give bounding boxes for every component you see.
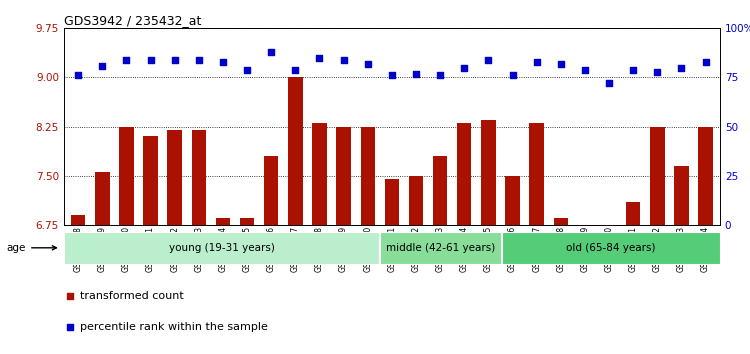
Point	[266, 49, 278, 55]
Bar	[167, 130, 182, 225]
Bar	[409, 176, 423, 225]
Bar	[191, 130, 206, 225]
Point	[448, 129, 460, 134]
Text: percentile rank within the sample: percentile rank within the sample	[80, 322, 268, 332]
Bar	[143, 136, 158, 225]
Point	[362, 61, 374, 67]
Text: age: age	[7, 243, 56, 253]
Point	[193, 57, 205, 63]
Bar	[216, 218, 230, 225]
Bar	[602, 225, 616, 228]
Point	[290, 67, 302, 73]
Bar	[385, 179, 399, 225]
Bar	[361, 127, 375, 225]
Text: young (19-31 years): young (19-31 years)	[169, 243, 274, 253]
Point	[217, 59, 229, 64]
Point	[482, 57, 494, 63]
Point	[314, 55, 326, 61]
Point	[458, 65, 470, 70]
Point	[651, 69, 663, 74]
Point	[169, 57, 181, 63]
Point	[579, 67, 591, 73]
Bar	[554, 218, 568, 225]
Point	[410, 71, 422, 76]
Bar	[674, 166, 688, 225]
Bar	[530, 123, 544, 225]
Point	[700, 59, 712, 64]
Bar	[71, 215, 86, 225]
Point	[338, 57, 350, 63]
Text: transformed count: transformed count	[80, 291, 184, 301]
Bar	[482, 120, 496, 225]
Bar	[433, 156, 447, 225]
Point	[72, 73, 84, 78]
Point	[241, 67, 253, 73]
Point	[603, 80, 615, 86]
Bar	[288, 78, 302, 225]
Bar	[698, 127, 712, 225]
Bar	[240, 218, 254, 225]
Point	[96, 63, 108, 68]
Text: GDS3942 / 235432_at: GDS3942 / 235432_at	[64, 14, 201, 27]
Bar	[264, 156, 278, 225]
Text: middle (42-61 years): middle (42-61 years)	[386, 243, 495, 253]
Bar	[457, 123, 472, 225]
FancyBboxPatch shape	[502, 232, 719, 264]
Bar	[506, 176, 520, 225]
Point	[434, 73, 446, 78]
Bar	[650, 127, 664, 225]
Point	[506, 73, 518, 78]
Text: old (65-84 years): old (65-84 years)	[566, 243, 656, 253]
FancyBboxPatch shape	[64, 232, 380, 264]
Bar	[312, 123, 327, 225]
Bar	[95, 172, 109, 225]
Point	[145, 57, 157, 63]
Bar	[337, 127, 351, 225]
Point	[676, 65, 688, 70]
Point	[555, 61, 567, 67]
Point	[627, 67, 639, 73]
FancyBboxPatch shape	[380, 232, 501, 264]
Point	[386, 73, 398, 78]
Bar	[119, 127, 134, 225]
Point	[531, 59, 543, 64]
Bar	[626, 202, 640, 225]
Point	[121, 57, 133, 63]
